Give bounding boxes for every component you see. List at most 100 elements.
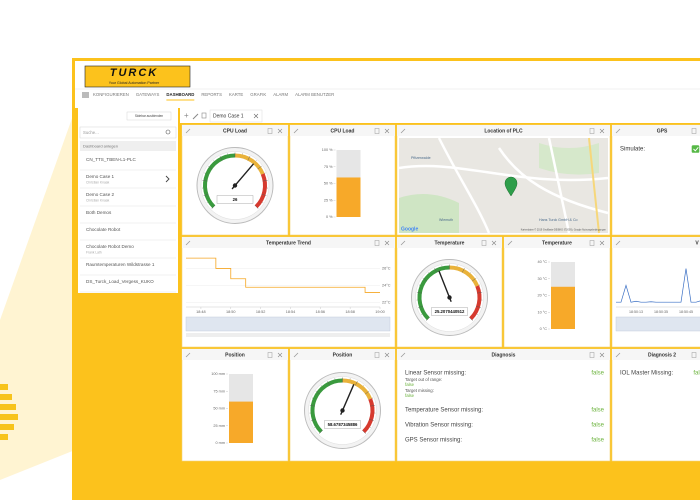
copy-icon[interactable] <box>201 112 207 119</box>
map-road <box>437 137 491 234</box>
diag-value: false <box>591 371 604 377</box>
sidebar-item[interactable]: Chocolate Robot Demo <box>86 244 134 249</box>
sidebar-item[interactable]: CN_TTS_TBEN-L1-PLC <box>86 157 136 162</box>
close-icon[interactable] <box>599 352 605 358</box>
sidebar-arrow[interactable] <box>165 175 170 183</box>
search-placeholder[interactable]: Suche... <box>83 130 99 135</box>
search-box[interactable] <box>79 126 177 139</box>
diag-value: false <box>591 438 604 444</box>
widget-header <box>182 349 288 360</box>
edit-icon[interactable] <box>400 352 406 358</box>
widget-title: CPU Load <box>223 128 247 134</box>
sidebar-toggle[interactable] <box>126 111 172 121</box>
gauge-band <box>342 378 373 400</box>
edit-icon[interactable] <box>615 128 621 134</box>
nav-item[interactable]: DASHBOARD <box>166 92 194 97</box>
copy-icon[interactable] <box>691 352 697 358</box>
gauge-band <box>234 153 265 175</box>
close-icon[interactable] <box>277 128 283 134</box>
diag-sub-label: Target missing: <box>405 388 434 393</box>
x-tick-label: 18:50 <box>226 310 236 314</box>
sidebar-item[interactable]: Both Demos <box>86 210 112 215</box>
widget-header <box>397 237 502 248</box>
close-icon[interactable] <box>599 128 605 134</box>
tab-label[interactable]: Demo Case 1 <box>213 114 244 120</box>
close-icon[interactable] <box>384 128 390 134</box>
tab[interactable] <box>209 109 263 123</box>
logo-box <box>84 65 191 88</box>
edit-icon[interactable] <box>615 352 621 358</box>
copy-icon[interactable] <box>589 352 595 358</box>
map-pin[interactable] <box>504 176 518 197</box>
edit-icon[interactable] <box>293 128 299 134</box>
y-tick-label: 0 °C <box>540 327 548 331</box>
gauge-tick <box>418 305 423 308</box>
copy-icon[interactable] <box>691 128 697 134</box>
close-icon[interactable] <box>599 240 605 246</box>
navigator-scroll[interactable] <box>186 333 390 337</box>
tab-close[interactable] <box>253 113 259 119</box>
edit-icon[interactable] <box>192 113 199 120</box>
gauge-tick <box>315 390 320 395</box>
copy-icon[interactable] <box>267 128 273 134</box>
sidebar-item[interactable]: Raumtemperaturen Wildstrasse 1 <box>86 262 155 267</box>
sidebar-toggle-label[interactable]: Sidebar ausblenden <box>135 114 164 118</box>
map-park <box>399 194 459 233</box>
x-tick-label: 18:54 <box>286 310 296 314</box>
nav-item[interactable]: GATEWAYS <box>136 92 160 97</box>
close-icon[interactable] <box>384 352 390 358</box>
copy-icon[interactable] <box>267 352 273 358</box>
navigator[interactable] <box>615 316 700 332</box>
nav-item[interactable]: REPORTS <box>201 92 222 97</box>
navigator[interactable] <box>185 316 391 332</box>
nav-item[interactable]: KONFIGURIEREN <box>93 92 129 97</box>
edit-icon[interactable] <box>185 352 191 358</box>
bar <box>551 286 575 329</box>
edit-icon[interactable] <box>400 240 406 246</box>
edit-icon[interactable] <box>507 240 513 246</box>
sidebar-item[interactable]: Demo Case 1 <box>86 174 115 179</box>
gauge-tick <box>362 430 366 434</box>
section-header <box>80 141 176 151</box>
copy-icon[interactable] <box>374 240 380 246</box>
y-tick-label: 100 % <box>322 148 333 152</box>
close-icon[interactable] <box>277 352 283 358</box>
search-icon[interactable] <box>165 129 171 135</box>
sidebar-item[interactable]: DS_Turck_Load_Vergess_KUKO <box>86 279 154 284</box>
sidebar-item[interactable]: Demo Case 2 <box>86 192 115 197</box>
checkbox[interactable] <box>691 145 700 153</box>
nav-item[interactable]: ALARM BENUTZER <box>295 92 334 97</box>
edit-icon[interactable] <box>400 128 406 134</box>
gauge-tick <box>203 193 209 196</box>
gauge-tick <box>262 202 264 203</box>
gauge-band <box>310 378 343 434</box>
bar <box>336 177 361 217</box>
gauge-tick <box>355 381 358 386</box>
edit-icon[interactable] <box>185 128 191 134</box>
sidebar-item[interactable]: Chocolate Robot <box>86 227 121 232</box>
copy-icon[interactable] <box>589 128 595 134</box>
x-tick-label: 18:58 <box>345 310 355 314</box>
copy-icon[interactable] <box>374 128 380 134</box>
nav-item[interactable]: GRAFIK <box>250 92 266 97</box>
add-icon[interactable]: + <box>184 111 189 120</box>
close-icon[interactable] <box>491 240 497 246</box>
edit-icon[interactable] <box>185 240 191 246</box>
gauge-tick <box>314 427 316 428</box>
widget <box>396 348 611 462</box>
copy-icon[interactable] <box>374 352 380 358</box>
copy-icon[interactable] <box>481 240 487 246</box>
gauge-tick <box>421 314 423 315</box>
x-tick-label: 18:50:45 <box>679 310 693 314</box>
menu-icon[interactable] <box>82 92 89 98</box>
edit-icon[interactable] <box>293 352 299 358</box>
map-road <box>588 137 600 234</box>
sidebar-item-owner: Frank Lath <box>86 250 102 254</box>
copy-icon[interactable] <box>589 240 595 246</box>
edit-icon[interactable] <box>615 240 621 246</box>
y-tick-label: 40 °C <box>537 260 547 264</box>
nav-item[interactable]: KARTE <box>229 92 243 97</box>
close-icon[interactable] <box>384 240 390 246</box>
nav-item[interactable]: ALARM <box>273 92 288 97</box>
